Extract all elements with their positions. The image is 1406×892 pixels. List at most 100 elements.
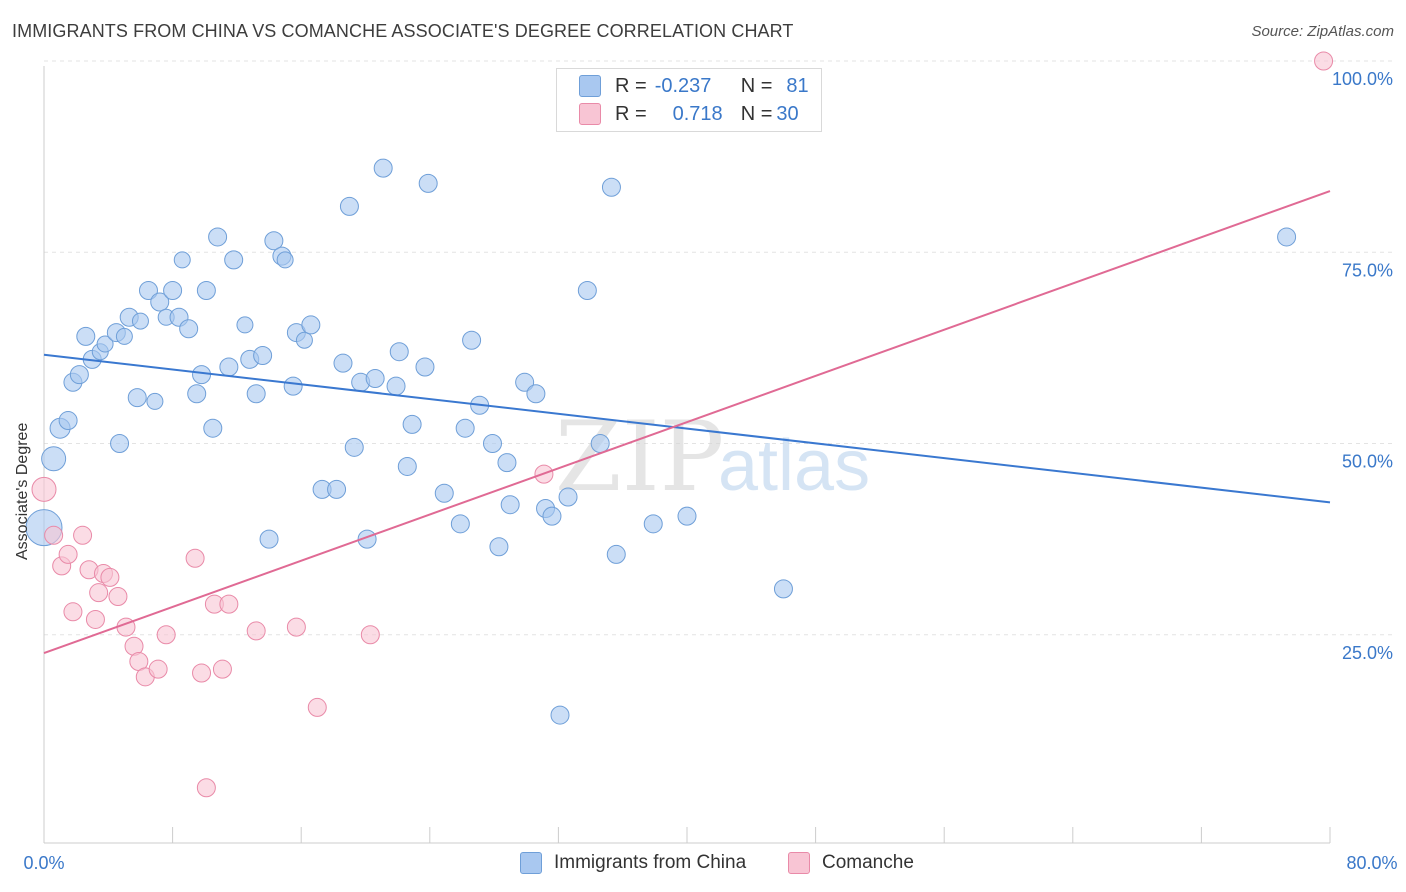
y-axis-title: Associate's Degree bbox=[14, 422, 31, 560]
trend-line-china bbox=[43, 353, 1331, 504]
legend-r-value: 0.718 bbox=[672, 102, 723, 125]
legend-row-comanche: R = 0.718 N = 30 bbox=[579, 101, 799, 127]
data-point-china bbox=[219, 357, 239, 377]
data-point-comanche bbox=[73, 525, 93, 545]
data-point-china bbox=[246, 384, 266, 404]
data-point-china bbox=[462, 330, 482, 350]
data-point-china bbox=[577, 281, 597, 300]
data-point-comanche bbox=[360, 625, 380, 645]
data-point-china bbox=[69, 365, 89, 385]
y-tick-label: 25.0% bbox=[1342, 643, 1393, 663]
data-point-china bbox=[773, 579, 793, 599]
data-point-china bbox=[365, 368, 385, 388]
legend-n-label: N = bbox=[740, 74, 773, 97]
data-point-china bbox=[131, 312, 149, 330]
data-point-comanche bbox=[185, 548, 205, 568]
data-point-china bbox=[333, 353, 353, 373]
data-point-comanche bbox=[148, 659, 168, 679]
data-point-china bbox=[606, 544, 626, 564]
y-tick-label: 100.0% bbox=[1332, 69, 1393, 89]
data-point-china bbox=[96, 335, 114, 353]
legend-n-value: 30 bbox=[776, 102, 799, 125]
data-point-china bbox=[339, 196, 359, 216]
data-point-china bbox=[127, 388, 147, 408]
data-point-comanche bbox=[212, 659, 232, 679]
legend-row-china: R = -0.237 N = 81 bbox=[579, 73, 809, 99]
data-point-china bbox=[58, 411, 78, 431]
bottom-legend-label-comanche: Comanche bbox=[822, 852, 914, 873]
legend-r-label: R = bbox=[615, 102, 647, 125]
data-point-china bbox=[203, 418, 223, 438]
data-point-china bbox=[415, 357, 435, 377]
chart-title: IMMIGRANTS FROM CHINA VS COMANCHE ASSOCI… bbox=[12, 21, 794, 41]
data-point-china bbox=[397, 456, 417, 476]
data-point-comanche bbox=[31, 476, 57, 502]
bottom-legend-label-china: Immigrants from China bbox=[554, 852, 747, 873]
data-point-china bbox=[150, 292, 170, 312]
data-point-china bbox=[601, 177, 621, 197]
data-point-china bbox=[179, 319, 199, 339]
data-point-china bbox=[515, 372, 535, 392]
data-point-china bbox=[41, 446, 67, 472]
data-point-china bbox=[590, 434, 610, 453]
data-point-china bbox=[402, 414, 422, 434]
watermark: atlas bbox=[718, 426, 870, 506]
data-point-china bbox=[115, 327, 133, 345]
data-point-china bbox=[276, 251, 294, 269]
data-point-comanche bbox=[192, 663, 212, 683]
data-point-china bbox=[558, 487, 578, 507]
data-point-china bbox=[434, 483, 454, 503]
data-point-china bbox=[550, 705, 570, 725]
legend-swatch-china bbox=[579, 75, 601, 97]
data-point-china bbox=[497, 453, 517, 473]
data-point-china bbox=[295, 331, 313, 349]
data-point-china bbox=[327, 479, 347, 499]
data-point-comanche bbox=[44, 525, 64, 545]
data-point-china bbox=[482, 434, 502, 453]
bottom-legend-swatch-comanche bbox=[788, 852, 810, 874]
trend-line-comanche bbox=[43, 190, 1331, 655]
data-point-china bbox=[146, 392, 164, 410]
data-point-china bbox=[418, 173, 438, 193]
data-point-china bbox=[344, 437, 364, 457]
bottom-legend-swatch-china bbox=[520, 852, 542, 874]
data-point-comanche bbox=[85, 609, 105, 629]
legend-r-label: R = bbox=[615, 74, 647, 97]
data-point-china bbox=[643, 514, 663, 534]
data-point-china bbox=[187, 384, 207, 404]
data-point-china bbox=[489, 537, 509, 557]
data-point-comanche bbox=[219, 594, 239, 614]
data-point-comanche bbox=[196, 778, 216, 798]
data-point-china bbox=[76, 326, 96, 346]
legend-r-value: -0.237 bbox=[654, 74, 712, 97]
data-point-china bbox=[500, 495, 520, 515]
data-point-china bbox=[224, 250, 244, 270]
data-point-comanche bbox=[246, 621, 266, 641]
data-point-china bbox=[301, 315, 321, 335]
data-point-comanche bbox=[63, 602, 83, 622]
data-point-china bbox=[163, 281, 183, 300]
data-point-china bbox=[253, 346, 273, 366]
data-point-comanche bbox=[89, 583, 109, 603]
bottom-legend-comanche: Comanche bbox=[788, 852, 914, 874]
data-point-comanche bbox=[1314, 51, 1334, 71]
data-point-comanche bbox=[156, 625, 176, 645]
data-point-china bbox=[283, 376, 303, 396]
legend-n-value: 81 bbox=[786, 74, 809, 97]
data-point-comanche bbox=[100, 567, 120, 587]
data-point-comanche bbox=[58, 544, 78, 564]
data-point-china bbox=[192, 365, 212, 385]
data-point-china bbox=[208, 227, 228, 247]
data-point-china bbox=[450, 514, 470, 534]
data-point-china bbox=[173, 251, 191, 269]
data-point-china bbox=[259, 529, 279, 549]
bottom-legend-china: Immigrants from China bbox=[520, 852, 746, 874]
correlation-legend: R = -0.237 N = 81 R = 0.718 N = 30 bbox=[556, 68, 822, 132]
data-point-china bbox=[455, 418, 475, 438]
data-point-china bbox=[386, 376, 406, 396]
data-point-china bbox=[373, 158, 393, 178]
legend-swatch-comanche bbox=[579, 103, 601, 125]
data-point-comanche bbox=[307, 697, 327, 717]
data-point-china bbox=[1277, 227, 1297, 247]
